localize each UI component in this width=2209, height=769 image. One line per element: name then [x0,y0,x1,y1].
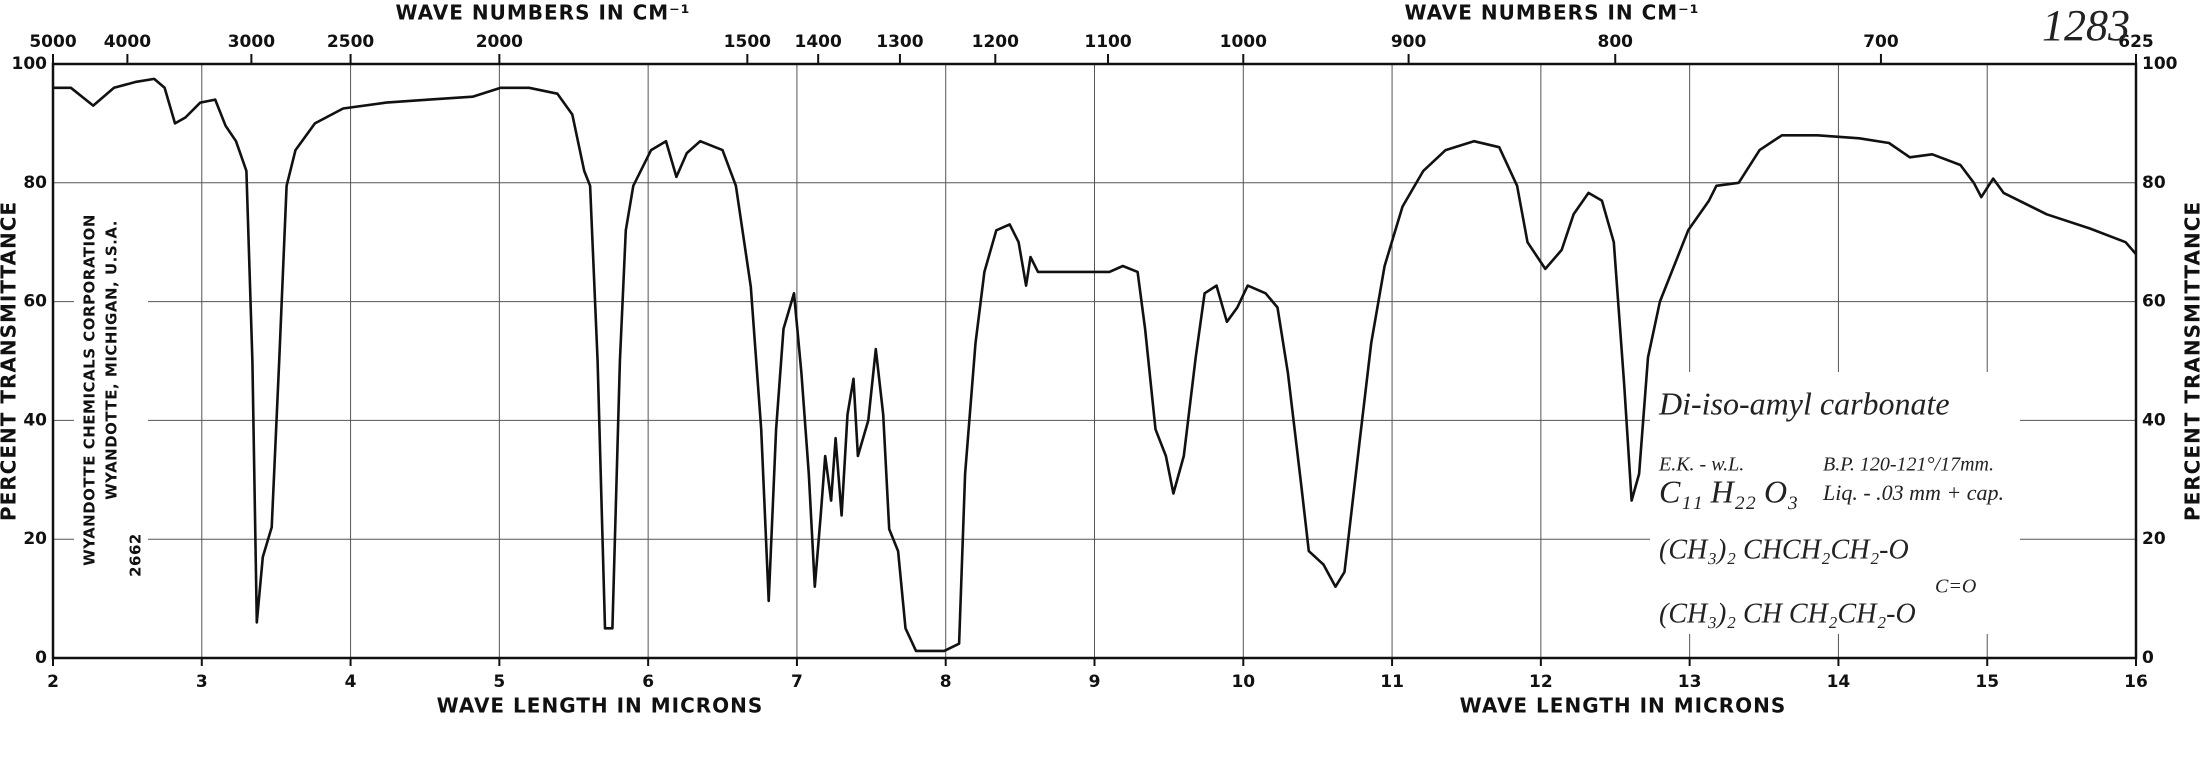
x-tick-label: 10 [1231,672,1255,692]
x-tick-label: 4 [345,672,357,692]
source: E.K. - w.L. [1658,454,1744,476]
x-tick-label: 16 [2124,672,2148,692]
x-tick-label: 7 [791,672,803,692]
sample-box [1650,372,2020,634]
x-tick-label: 6 [642,672,654,692]
x2-tick-label: 1000 [1220,32,1267,52]
x-tick-label: 13 [1678,672,1702,692]
boiling-point: B.P. 120-121°/17mm. [1823,454,1994,476]
x2-tick-label: 1500 [724,32,771,52]
catalog-number: 1283 [2042,1,2130,50]
x-tick-label: 12 [1529,672,1553,692]
x-tick-label: 15 [1975,672,1999,692]
x2-tick-label: 3000 [228,32,275,52]
company-box [74,205,148,585]
x-tick-label: 5 [493,672,505,692]
y-tick-label: 0 [2142,648,2154,668]
x2-tick-label: 700 [1863,32,1899,52]
y-tick-label: 60 [23,292,47,312]
y-tick-label: 0 [35,648,47,668]
x2-axis-title: WAVE NUMBERS IN CM⁻¹ [1405,1,1700,25]
x2-tick-label: 1100 [1084,32,1131,52]
y-tick-label: 80 [23,173,47,193]
structure-line: (CH₃)₂ CHCH₂CH₂-O [1659,534,1909,565]
y-tick-label: 100 [2142,54,2178,74]
x-tick-label: 2 [47,672,59,692]
x2-tick-label: 625 [2118,32,2154,52]
x2-tick-label: 2500 [327,32,374,52]
y-tick-label: 80 [2142,173,2166,193]
x2-tick-label: 1200 [972,32,1019,52]
x-axis-title: WAVE LENGTH IN MICRONS [437,694,764,718]
x-axis-title: WAVE LENGTH IN MICRONS [1460,694,1787,718]
formula: C₁₁ H₂₂ O₃ [1659,473,1798,509]
x2-tick-label: 1400 [795,32,842,52]
plot-frame [51,62,2138,660]
x2-tick-label: 1300 [876,32,923,52]
company-name: WYANDOTTE CHEMICALS CORPORATION [81,214,99,566]
x2-axis-title: WAVE NUMBERS IN CM⁻¹ [396,1,691,25]
y-tick-label: 20 [23,529,47,549]
structure-carbonyl: C=O [1935,576,1976,598]
x-tick-label: 8 [940,672,952,692]
x2-tick-label: 900 [1391,32,1427,52]
y-axis-title: PERCENT TRANSMITTANCE [2181,201,2205,521]
x-tick-label: 3 [196,672,208,692]
x-tick-label: 14 [1827,672,1851,692]
chart-number: 2662 [127,533,145,577]
company-address: WYANDOTTE, MICHIGAN, U.S.A. [103,220,121,500]
structure-line: (CH₃)₂ CH CH₂CH₂-O [1659,598,1916,629]
spectrum-line [53,77,2137,653]
y-axis-title: PERCENT TRANSMITTANCE [0,201,21,521]
x2-tick-label: 800 [1598,32,1634,52]
x2-tick-label: 5000 [29,32,76,52]
compound-name: Di-iso-amyl carbonate [1658,385,1950,421]
y-tick-label: 40 [2142,410,2166,430]
x2-tick-label: 4000 [104,32,151,52]
y-tick-label: 100 [12,54,48,74]
y-tick-label: 40 [23,410,47,430]
x-tick-label: 9 [1089,672,1101,692]
x2-tick-label: 2000 [476,32,523,52]
sample-prep: Liq. - .03 mm + cap. [1822,480,2004,505]
x-tick-label: 11 [1380,672,1404,692]
y-tick-label: 60 [2142,292,2166,312]
y-tick-label: 20 [2142,529,2166,549]
